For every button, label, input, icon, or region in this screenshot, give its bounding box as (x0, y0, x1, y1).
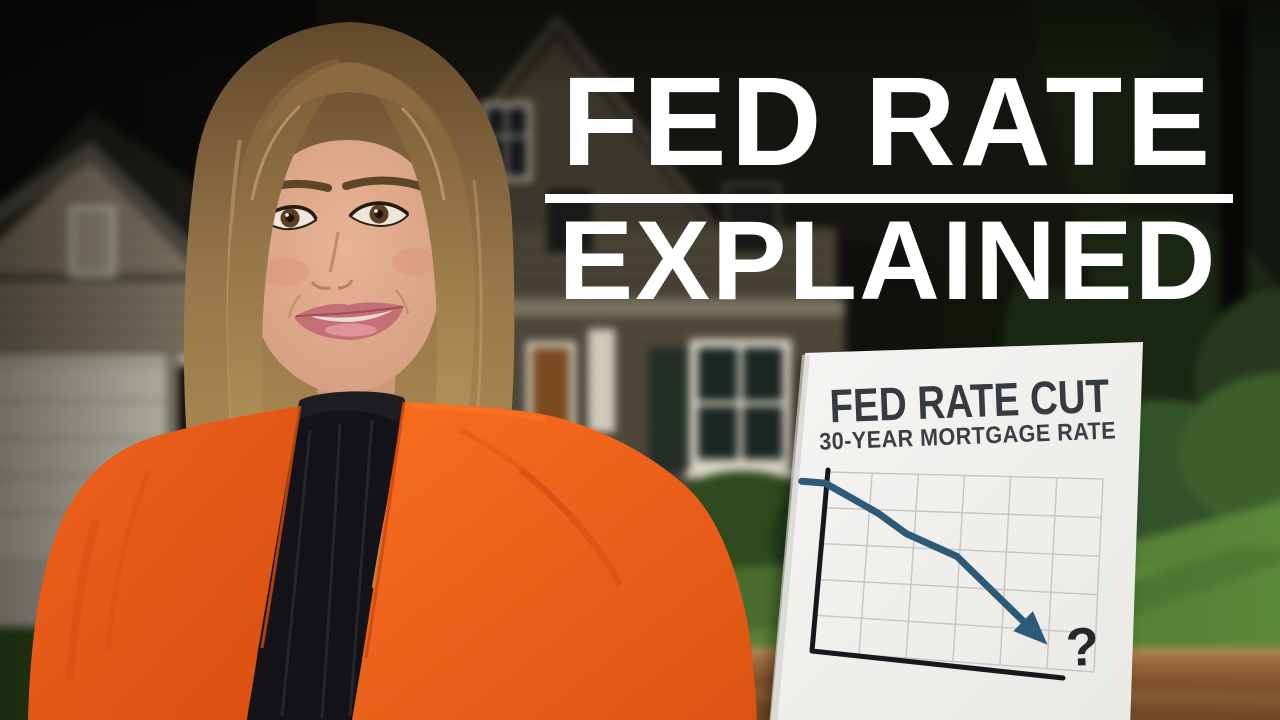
grid-line (817, 578, 1098, 596)
blush (261, 258, 309, 286)
grid-line (999, 476, 1012, 666)
lapel-seam (260, 405, 302, 649)
hedge (1178, 372, 1280, 534)
chart-grid (811, 471, 1104, 673)
question-mark: ? (1065, 617, 1100, 678)
down-arrow-icon (1013, 611, 1048, 645)
chart-series: ? (798, 477, 1100, 678)
grid-line (1093, 478, 1104, 673)
grid-line (858, 473, 873, 655)
headline-line1: FED RATE (561, 51, 1215, 192)
lapel-seam (364, 401, 406, 659)
face (249, 140, 442, 394)
grid-line (952, 475, 966, 662)
headline-line2: EXPLAINED (558, 198, 1218, 323)
headline-underline (545, 194, 1233, 203)
rate-trend-line (798, 477, 1027, 625)
grid-line (825, 471, 1104, 480)
mouth (294, 302, 404, 340)
blush (392, 248, 436, 276)
grid-line (1046, 477, 1058, 669)
grid-line (820, 542, 1100, 557)
card-title: FED RATE CUT (829, 370, 1111, 433)
card-board (770, 342, 1143, 720)
grid-line (905, 474, 920, 659)
porch-window (685, 339, 796, 478)
orange-blazer (28, 401, 757, 720)
right-eye (348, 201, 410, 228)
face-features (252, 176, 436, 340)
mortgage-chart: ? (798, 467, 1104, 681)
grid-line (814, 614, 1096, 635)
right-eyebrow (342, 176, 430, 192)
card-edge-shade (769, 354, 810, 720)
chart-axes (809, 467, 1066, 681)
nose (328, 231, 340, 273)
